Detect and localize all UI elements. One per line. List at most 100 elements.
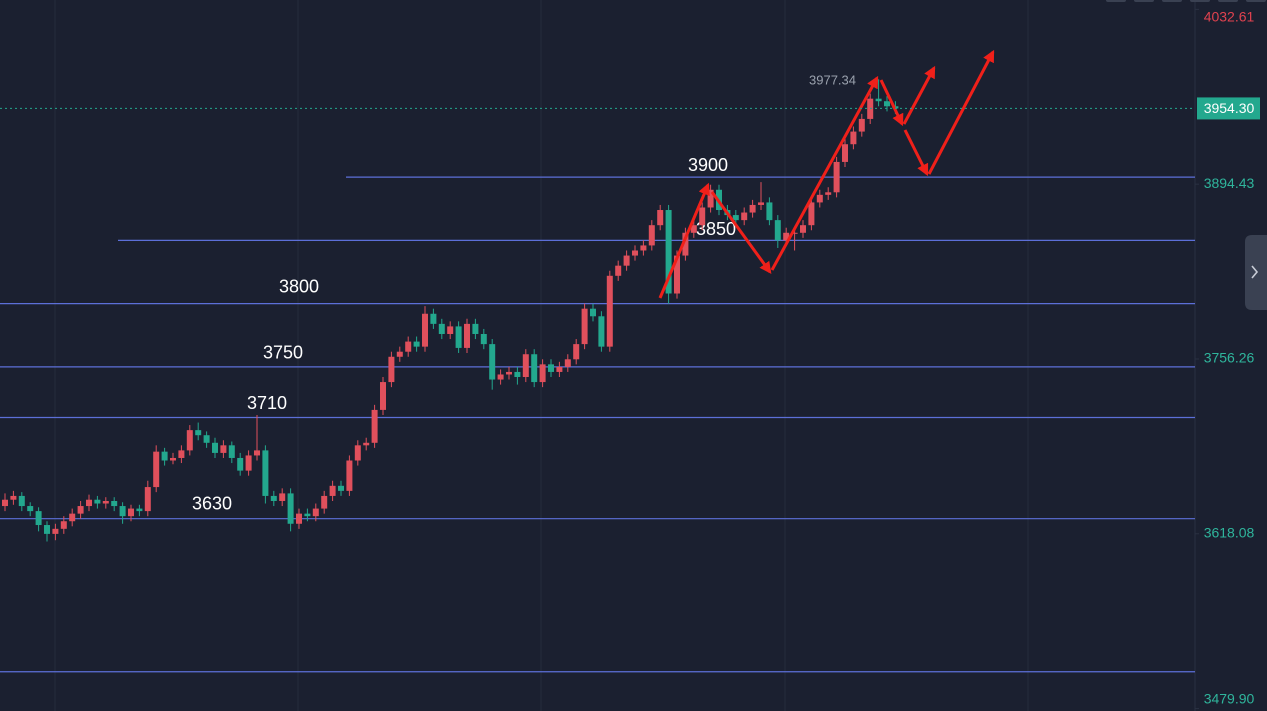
candle-body <box>791 232 798 234</box>
candle-body <box>707 189 714 208</box>
candle-body <box>405 341 412 352</box>
candle-body <box>371 409 378 443</box>
candle-body <box>94 499 101 504</box>
candle-body <box>506 371 512 375</box>
candle-body <box>732 215 739 221</box>
candle-body <box>279 493 286 501</box>
candle-body <box>60 521 67 529</box>
candle-body <box>447 326 454 334</box>
candle-body <box>842 144 848 162</box>
candle-body <box>632 250 638 256</box>
level-label: 3800 <box>279 276 319 296</box>
candle-body <box>464 323 470 348</box>
candle-body <box>178 450 185 458</box>
candle-body <box>816 194 823 203</box>
candle-body <box>186 430 193 451</box>
candle-body <box>304 513 311 517</box>
candle-body <box>153 451 160 488</box>
candle-body <box>522 354 529 378</box>
candle-body <box>245 455 252 471</box>
candle-body <box>573 344 580 360</box>
y-tick-label: 3479.90 <box>1204 691 1255 707</box>
candle-body <box>749 204 756 213</box>
candle-body <box>800 225 806 233</box>
candle-body <box>674 255 680 294</box>
candle-body <box>606 275 613 347</box>
candle-body <box>380 382 386 410</box>
candle-body <box>212 442 218 453</box>
candle-body <box>203 435 210 443</box>
candle-body <box>472 323 479 334</box>
candle-body <box>741 212 748 221</box>
level-label: 3750 <box>263 343 303 363</box>
candle-body <box>808 202 815 226</box>
candle-body <box>363 442 370 446</box>
level-label: 3710 <box>247 393 287 413</box>
y-tick-label: 3618.08 <box>1204 524 1255 540</box>
candle-body <box>18 495 25 507</box>
candle-body <box>850 131 857 145</box>
candle-body <box>220 445 227 453</box>
candle-body <box>640 245 647 251</box>
candle-body <box>581 308 588 345</box>
candle-body <box>539 364 546 383</box>
candle-body <box>497 374 504 380</box>
candle-body <box>228 445 235 458</box>
candle-body <box>35 511 42 526</box>
candle-body <box>338 485 344 491</box>
candle-body <box>514 371 521 378</box>
candle-body <box>564 359 571 367</box>
candle-body <box>556 366 563 372</box>
candle-body <box>52 528 59 534</box>
candle-body <box>438 323 445 334</box>
candle-body <box>312 508 319 517</box>
candle-body <box>195 430 202 436</box>
candle-body <box>321 495 328 509</box>
candle-body <box>783 232 790 241</box>
y-tick-label: 3756.26 <box>1204 350 1255 366</box>
candle-body <box>388 356 395 383</box>
level-label: 3850 <box>696 219 736 239</box>
candle-body <box>455 326 462 348</box>
candle-body <box>648 225 655 246</box>
candle-body <box>102 500 109 504</box>
candle-body <box>237 457 244 471</box>
collapse-button[interactable] <box>1245 235 1267 310</box>
candle-body <box>548 364 554 372</box>
candle-body <box>598 316 605 347</box>
candle-body <box>296 513 302 524</box>
candle-body <box>86 499 92 507</box>
candle-body <box>665 210 672 294</box>
candle-body <box>623 255 630 266</box>
candle-body <box>531 354 538 383</box>
candle-body <box>699 207 706 226</box>
candle-body <box>489 344 496 380</box>
level-label: 3900 <box>688 155 728 175</box>
candle-body <box>615 265 622 276</box>
candle-body <box>136 508 143 512</box>
candle-body <box>682 232 689 256</box>
candle-body <box>27 506 34 512</box>
candle-body <box>413 341 420 347</box>
candle-body <box>111 500 118 507</box>
candle-body <box>254 450 260 456</box>
candle-body <box>480 333 487 345</box>
candle-body <box>77 506 84 514</box>
candle-body <box>10 495 17 500</box>
candle-body <box>774 220 781 241</box>
candle-body <box>422 313 428 347</box>
candle-body <box>329 485 336 496</box>
candle-body <box>2 499 8 507</box>
candle-body <box>262 450 269 496</box>
candle-body <box>354 445 361 461</box>
candle-body <box>396 351 403 357</box>
candle-body <box>287 493 294 524</box>
toolbar-buttons[interactable] <box>1106 0 1266 2</box>
y-tick-label: 4032.61 <box>1204 9 1255 25</box>
high-annotation: 3977.34 <box>809 73 856 88</box>
candle-body <box>430 313 437 324</box>
candle-body <box>657 210 664 226</box>
candle-body <box>44 525 50 534</box>
